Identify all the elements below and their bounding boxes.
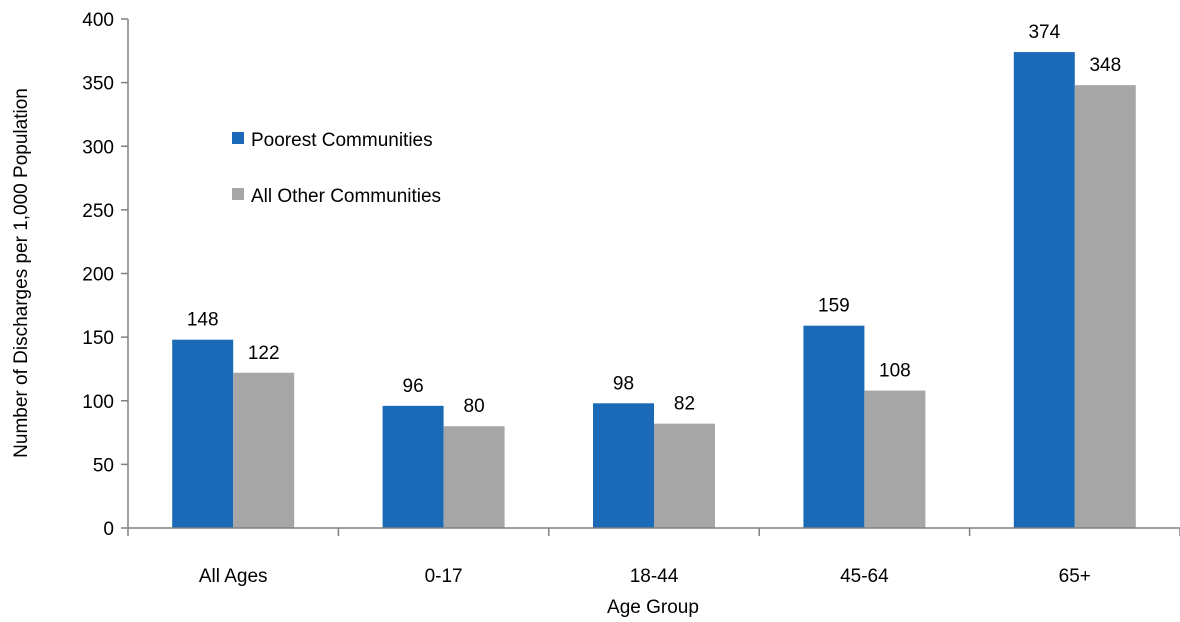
legend-swatch-all-other — [232, 188, 244, 200]
bar-all-other-communities-65 — [1074, 85, 1136, 529]
data-label-all-other-communities-18-44: 82 — [674, 394, 695, 415]
category-label-65: 65+ — [1059, 566, 1091, 587]
legend-label-all-other: All Other Communities — [251, 186, 441, 207]
y-tick-label-350: 350 — [82, 74, 114, 95]
y-tick-label-0: 0 — [103, 519, 114, 540]
y-tick-label-50: 50 — [93, 455, 114, 476]
category-label-all-ages: All Ages — [199, 566, 268, 587]
y-axis-ticks: 0 50 100 150 200 250 300 350 400 — [82, 10, 128, 540]
bar-poorest-communities-65 — [1013, 52, 1075, 529]
legend-label-poorest: Poorest Communities — [251, 130, 433, 151]
x-axis-title: Age Group — [607, 597, 699, 618]
y-tick-label-150: 150 — [82, 328, 114, 349]
bar-all-other-communities-18-44 — [654, 423, 715, 528]
bar-poorest-communities-all-ages — [172, 339, 234, 528]
y-tick-label-300: 300 — [82, 137, 114, 158]
category-label-45-64: 45-64 — [840, 566, 889, 587]
y-tick-label-400: 400 — [82, 10, 114, 31]
data-label-poorest-communities-18-44: 98 — [613, 373, 634, 394]
bar-all-other-communities-0-17 — [443, 426, 505, 528]
category-labels: All Ages 0-17 18-44 45-64 65+ — [199, 566, 1091, 587]
data-label-all-other-communities-45-64: 108 — [879, 361, 911, 382]
category-label-0-17: 0-17 — [425, 566, 463, 587]
bar-all-other-communities-all-ages — [233, 372, 295, 528]
axes — [127, 19, 1180, 529]
bars — [172, 52, 1136, 529]
y-axis-title: Number of Discharges per 1,000 Populatio… — [11, 88, 32, 458]
data-label-all-other-communities-0-17: 80 — [464, 396, 485, 417]
data-label-all-other-communities-all-ages: 122 — [248, 343, 280, 364]
bar-poorest-communities-18-44 — [593, 403, 654, 528]
category-label-18-44: 18-44 — [630, 566, 679, 587]
bar-poorest-communities-0-17 — [382, 405, 444, 528]
data-label-poorest-communities-45-64: 159 — [818, 296, 850, 317]
data-labels: 148 122 96 80 98 82 159 108 374 348 — [187, 22, 1121, 417]
data-label-poorest-communities-all-ages: 148 — [187, 310, 219, 331]
x-axis-ticks — [127, 528, 1180, 536]
bar-poorest-communities-45-64 — [803, 325, 865, 528]
bar-all-other-communities-45-64 — [864, 390, 926, 528]
y-tick-label-200: 200 — [82, 265, 114, 286]
data-label-poorest-communities-65: 374 — [1028, 22, 1060, 43]
y-tick-label-100: 100 — [82, 392, 114, 413]
data-label-poorest-communities-0-17: 96 — [403, 376, 424, 397]
legend-swatch-poorest — [232, 132, 244, 144]
y-tick-label-250: 250 — [82, 201, 114, 222]
data-label-all-other-communities-65: 348 — [1089, 55, 1121, 76]
legend: Poorest Communities All Other Communitie… — [232, 130, 441, 207]
